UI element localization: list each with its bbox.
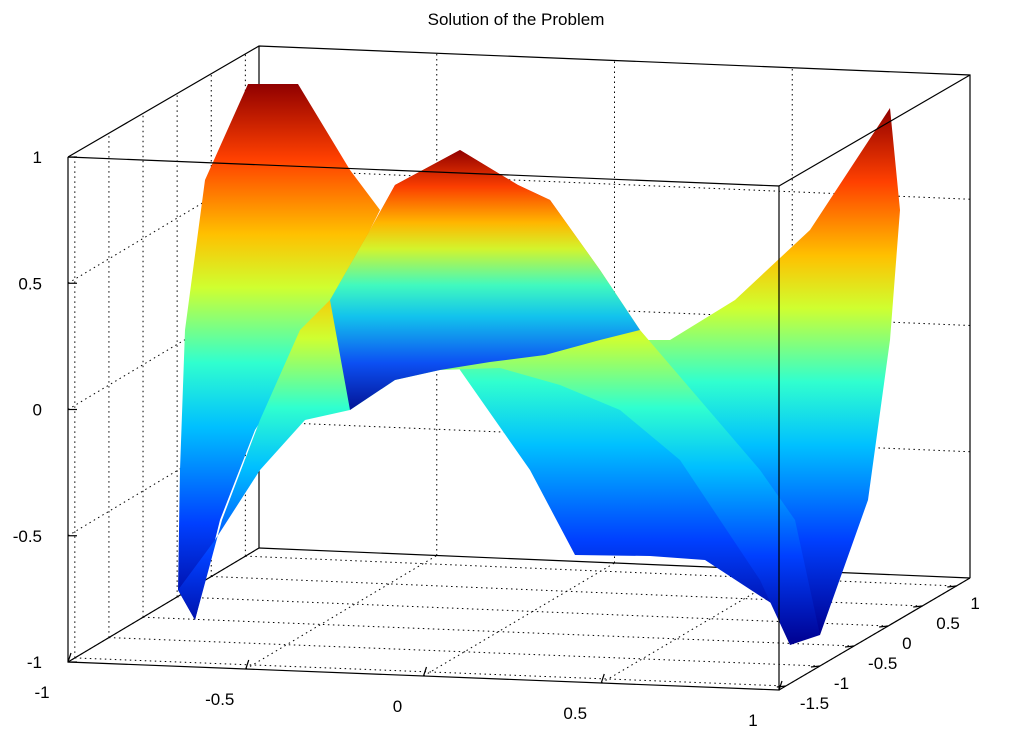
x-tick-label: 1 bbox=[748, 711, 757, 730]
y-tick-label: -1.5 bbox=[800, 694, 829, 713]
y-tick bbox=[913, 605, 923, 608]
z-tick-label: -1 bbox=[27, 653, 42, 672]
surface-center-peak bbox=[330, 150, 640, 410]
grid-line bbox=[258, 168, 971, 200]
z-tick-label: -0.5 bbox=[13, 527, 42, 546]
y-tick bbox=[844, 645, 855, 648]
y-tick bbox=[810, 665, 820, 668]
surface bbox=[178, 84, 900, 645]
tick-marks bbox=[67, 156, 957, 691]
grid-line bbox=[74, 657, 786, 687]
grid-line bbox=[143, 616, 855, 647]
x-tick bbox=[245, 659, 250, 670]
grid-line bbox=[177, 596, 889, 627]
grid-line bbox=[245, 555, 957, 587]
grid-line bbox=[423, 562, 615, 677]
x-tick bbox=[778, 680, 783, 691]
y-tick bbox=[776, 685, 786, 688]
grid-line bbox=[211, 576, 923, 607]
grid-line bbox=[108, 637, 820, 667]
z-tick-label: 1 bbox=[33, 148, 42, 167]
y-tick bbox=[947, 585, 957, 588]
x-tick bbox=[422, 666, 428, 677]
chart-title: Solution of the Problem bbox=[428, 10, 605, 29]
y-tick-label: 0 bbox=[902, 634, 911, 653]
z-tick-label: 0 bbox=[33, 401, 42, 420]
z-tick-label: 0.5 bbox=[18, 274, 42, 293]
surface-left-sheet bbox=[178, 84, 380, 620]
y-tick-label: -0.5 bbox=[868, 654, 897, 673]
x-tick-label: -1 bbox=[34, 683, 49, 702]
grid-line bbox=[67, 547, 260, 663]
x-tick-label: 0.5 bbox=[563, 704, 587, 723]
grid-line bbox=[245, 555, 438, 670]
grid-line bbox=[600, 570, 793, 684]
tick-labels: -1 -0.5 0 0.5 1 -1.5 -1 -0.5 0 0.5 1 -1 -0.5 0 0.5 1 bbox=[13, 148, 980, 730]
y-tick-label: 1 bbox=[970, 594, 979, 613]
x-tick bbox=[67, 652, 72, 663]
x-tick bbox=[600, 673, 605, 684]
x-tick-label: -0.5 bbox=[205, 690, 234, 709]
y-tick bbox=[879, 625, 889, 628]
y-tick-label: -1 bbox=[834, 674, 849, 693]
y-tick-label: 0.5 bbox=[936, 614, 960, 633]
x-tick-label: 0 bbox=[393, 697, 402, 716]
